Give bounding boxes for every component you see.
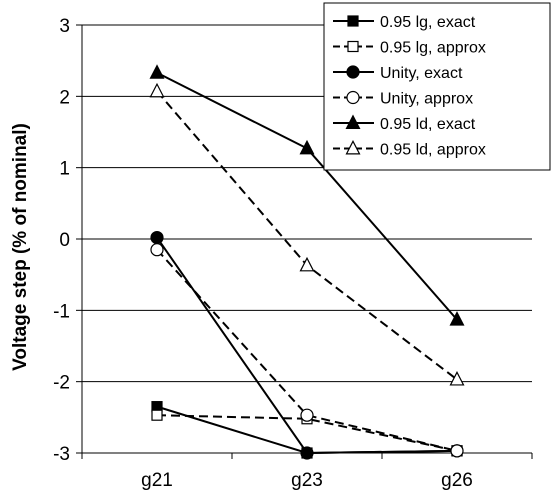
y-tick-label: 1	[59, 159, 70, 180]
legend-label: 0.95 ld, approx	[380, 142, 486, 159]
legend-entry: 0.95 ld, approx	[333, 139, 486, 159]
legend-marker	[345, 114, 361, 129]
data-point	[150, 230, 164, 245]
data-point	[299, 139, 315, 155]
y-tick-label: 0	[59, 230, 70, 251]
axes	[76, 24, 533, 459]
series-layer	[149, 64, 465, 460]
y-tick-label: -3	[53, 444, 70, 465]
y-tick-label: -1	[53, 301, 70, 322]
data-point	[300, 408, 314, 422]
data-point	[150, 243, 164, 257]
series-4	[149, 64, 465, 326]
data-point	[149, 82, 165, 98]
y-tick-label: 3	[59, 16, 70, 37]
legend-label: 0.95 lg, exact	[380, 14, 476, 31]
legend-label: Unity, approx	[380, 91, 473, 108]
legend-label: 0.95 ld, exact	[380, 116, 476, 133]
data-point	[300, 446, 314, 460]
tick-labels: 3 2 1 0 -1 -2 -3 g21 g23 g26	[53, 16, 473, 491]
legend-entry: 0.95 lg, approx	[333, 40, 486, 57]
legend-entry: Unity, approx	[333, 91, 473, 108]
legend-marker	[345, 139, 361, 155]
legend-entry: 0.95 ld, exact	[333, 114, 476, 133]
x-tick-label: g21	[141, 470, 173, 491]
data-point	[151, 409, 163, 421]
legend-label: Unity, exact	[380, 65, 463, 82]
legend-label: 0.95 lg, approx	[380, 40, 486, 57]
series-5	[149, 82, 465, 386]
y-axis-title: Voltage step (% of nominal)	[10, 123, 31, 371]
data-point	[149, 64, 165, 79]
y-tick-label: 2	[59, 87, 70, 108]
legend-entry: 0.95 lg, exact	[333, 14, 476, 31]
series-line	[156, 249, 458, 452]
x-tick-label: g23	[291, 470, 323, 491]
legend-marker	[346, 90, 360, 105]
data-point	[449, 311, 465, 326]
x-tick-label: g26	[441, 470, 473, 491]
series-line	[156, 414, 458, 452]
y-tick-label: -2	[53, 373, 70, 394]
legend-marker	[347, 15, 359, 27]
data-point	[449, 371, 465, 386]
data-point	[450, 444, 464, 458]
data-point	[299, 256, 315, 272]
legend-marker	[347, 40, 359, 53]
legend-marker	[346, 65, 360, 79]
legend-entry: Unity, exact	[333, 65, 463, 82]
legend-box	[323, 2, 551, 171]
series-3	[150, 243, 464, 458]
legend: 0.95 lg, exact 0.95 lg, approx Unity, exac…	[323, 2, 551, 171]
